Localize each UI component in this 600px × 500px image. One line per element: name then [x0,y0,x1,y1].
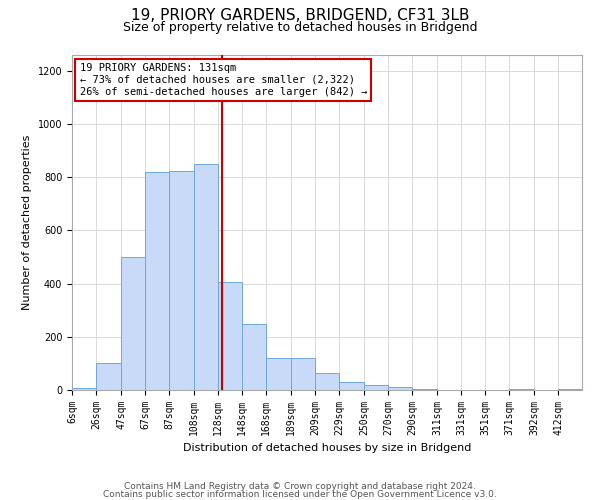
Bar [388,388,412,390]
Bar [218,282,242,390]
Bar [291,358,315,390]
Text: Contains public sector information licensed under the Open Government Licence v3: Contains public sector information licen… [103,490,497,499]
Bar [145,172,169,390]
Bar [194,164,218,390]
Bar [339,382,364,390]
Text: 19 PRIORY GARDENS: 131sqm
← 73% of detached houses are smaller (2,322)
26% of se: 19 PRIORY GARDENS: 131sqm ← 73% of detac… [80,64,367,96]
Text: Size of property relative to detached houses in Bridgend: Size of property relative to detached ho… [123,21,477,34]
Bar [315,372,339,390]
Bar [96,364,121,390]
Bar [364,384,388,390]
X-axis label: Distribution of detached houses by size in Bridgend: Distribution of detached houses by size … [183,444,471,454]
Bar [266,358,291,390]
Bar [121,257,145,390]
Text: Contains HM Land Registry data © Crown copyright and database right 2024.: Contains HM Land Registry data © Crown c… [124,482,476,491]
Text: 19, PRIORY GARDENS, BRIDGEND, CF31 3LB: 19, PRIORY GARDENS, BRIDGEND, CF31 3LB [131,8,469,22]
Bar [558,388,582,390]
Bar [242,324,266,390]
Bar [412,388,437,390]
Bar [509,388,534,390]
Bar [169,170,194,390]
Bar [72,388,96,390]
Y-axis label: Number of detached properties: Number of detached properties [22,135,32,310]
